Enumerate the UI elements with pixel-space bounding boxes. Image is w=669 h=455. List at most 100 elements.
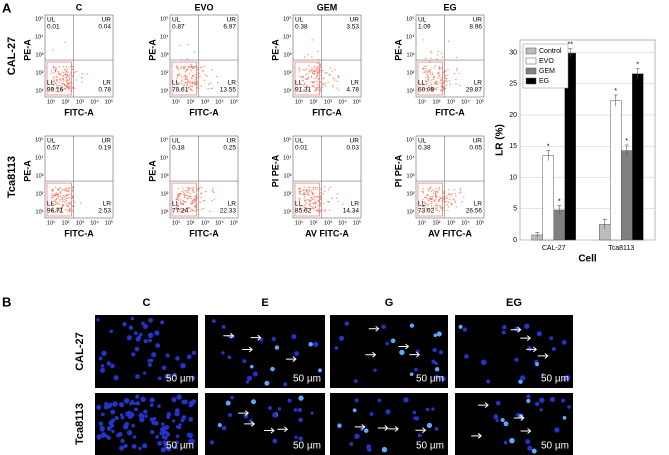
nucleus	[297, 407, 303, 413]
nucleus	[98, 421, 104, 427]
cell-dot	[64, 69, 67, 71]
cell-dot	[311, 39, 313, 41]
cell-dot	[68, 82, 71, 84]
arrow	[398, 343, 410, 350]
cell-dot	[200, 192, 203, 194]
cell-dot	[316, 186, 319, 189]
arrow	[285, 356, 297, 362]
cell-dot	[52, 81, 55, 83]
cell-dot	[299, 206, 301, 208]
nucleus	[354, 433, 360, 439]
cell-dot	[298, 71, 301, 73]
cell-dot	[182, 66, 185, 68]
cell-dot	[439, 197, 442, 200]
cell-dot	[309, 207, 311, 210]
cell-dot	[194, 65, 196, 67]
cell-dot	[308, 199, 311, 201]
cell-dot	[446, 195, 448, 197]
cell-dot	[56, 207, 59, 209]
cell-dot	[305, 74, 307, 76]
cell-dot	[332, 77, 335, 80]
cell-dot	[194, 201, 196, 203]
cell-dot	[188, 65, 190, 68]
cell-dot	[444, 87, 446, 90]
cell-dot	[53, 200, 55, 202]
cell-dot	[191, 81, 194, 83]
cell-dot	[423, 71, 425, 74]
x-axis-label: Cell	[578, 254, 597, 265]
cell-dot	[189, 80, 191, 83]
cell-dot	[341, 203, 344, 205]
cell-dot	[436, 72, 438, 75]
cell-dot	[54, 211, 57, 213]
arrow	[526, 346, 538, 353]
cell-dot	[317, 83, 319, 85]
cell-dot	[176, 67, 178, 69]
cell-dot	[337, 76, 340, 78]
column-title: EG	[443, 2, 456, 12]
cell-dot	[57, 209, 60, 212]
x-tick-label: 10⁵	[476, 98, 484, 105]
cell-dot	[71, 66, 74, 68]
cell-dot	[62, 197, 64, 199]
cell-dot	[200, 208, 203, 211]
cell-dot	[183, 200, 185, 203]
x-tick-label: 10²	[433, 220, 441, 226]
nucleus	[228, 412, 233, 418]
cell-dot	[298, 187, 301, 190]
cell-dot	[443, 192, 445, 194]
nucleus	[503, 440, 508, 445]
y-tick-label: 10²	[36, 70, 44, 76]
y-tick-label: 10²	[284, 70, 292, 76]
nucleus	[109, 329, 114, 334]
cell-dot	[53, 78, 56, 80]
quadrant-name: LL	[47, 201, 55, 208]
nucleus	[129, 412, 135, 418]
cell-dot	[59, 187, 61, 189]
cell-dot	[59, 207, 61, 209]
cell-dot	[440, 90, 442, 92]
nucleus	[539, 397, 545, 403]
y-axis-label: PE-A	[147, 160, 157, 182]
cell-dot	[315, 76, 318, 79]
cell-dot	[433, 76, 436, 78]
nucleus	[549, 396, 556, 402]
nucleus	[178, 423, 182, 427]
nucleus	[221, 425, 227, 431]
cell-dot	[314, 66, 316, 69]
x-tick-label: 10⁴	[215, 98, 224, 105]
y-tick-label: 10⁵	[160, 15, 168, 22]
nucleus	[381, 446, 388, 453]
cell-dot	[317, 50, 319, 53]
cell-dot	[193, 186, 195, 189]
cell-dot	[56, 197, 58, 200]
cell-dot	[62, 78, 65, 81]
cell-dot	[195, 194, 198, 196]
nucleus	[159, 431, 164, 436]
cell-dot	[299, 190, 302, 193]
cell-dot	[446, 81, 448, 83]
nucleus	[480, 359, 487, 366]
cell-dot	[176, 196, 179, 199]
cell-dot	[187, 43, 189, 46]
y-axis-label: PE-A	[393, 39, 403, 61]
scale-bar-label: 50 µm	[541, 441, 569, 452]
nucleus	[502, 325, 507, 330]
quadrant-name: LR	[474, 80, 483, 87]
cell-dot	[437, 72, 440, 75]
cell-dot	[184, 74, 186, 76]
cell-dot	[177, 81, 180, 84]
cell-dot	[176, 82, 178, 84]
cell-dot	[197, 77, 199, 79]
nucleus	[162, 440, 167, 445]
cell-dot	[180, 203, 182, 205]
legend-label: GEM	[539, 68, 555, 75]
cell-dot	[455, 206, 457, 208]
y-tick-label: 10³	[407, 173, 415, 179]
column-title: G	[385, 297, 394, 309]
nucleus	[126, 335, 133, 341]
cell-dot	[65, 200, 68, 202]
nucleus	[186, 354, 192, 360]
cell-dot	[51, 89, 53, 92]
cell-dot	[195, 206, 198, 208]
